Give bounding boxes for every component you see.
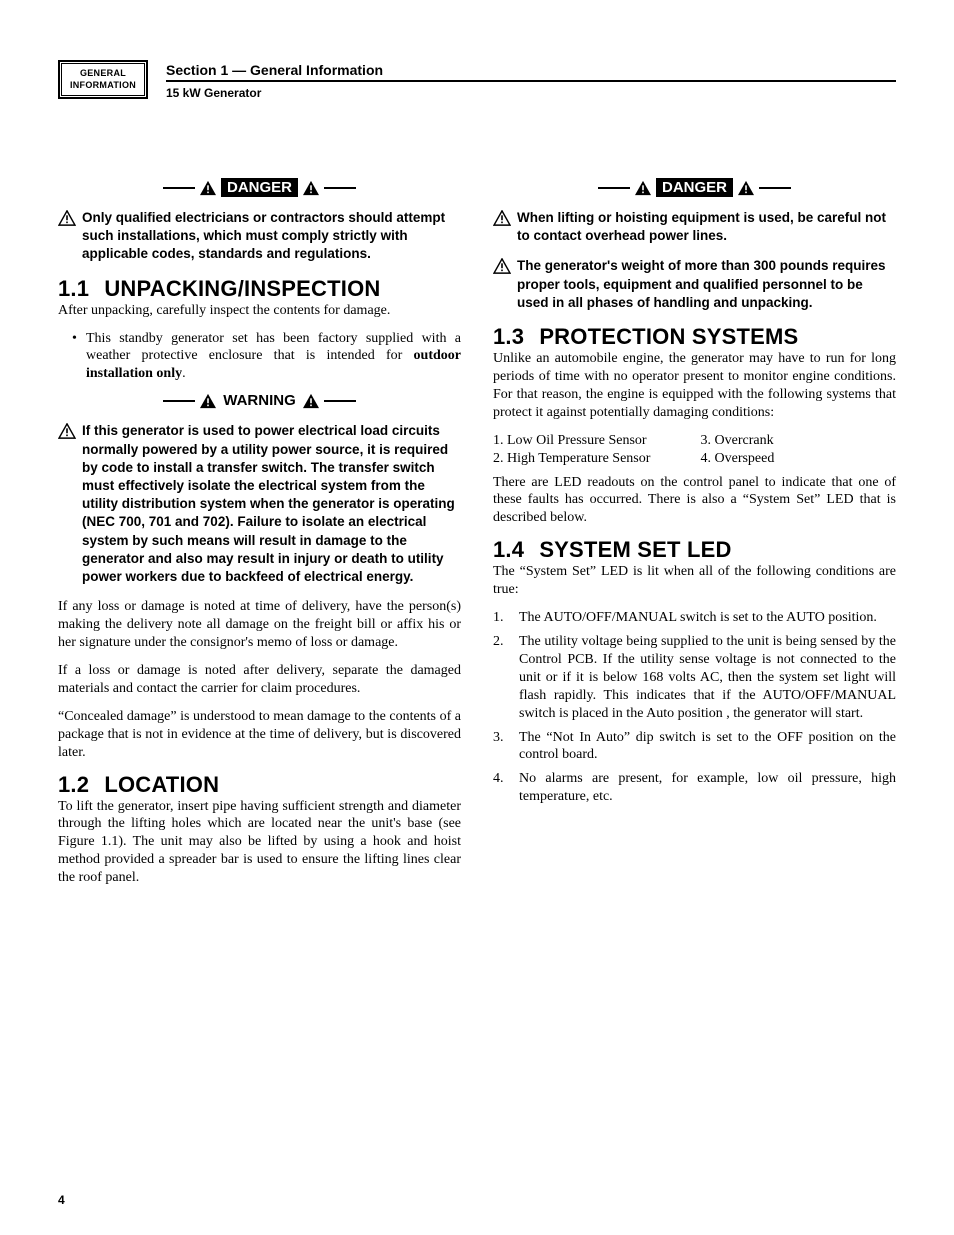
body-paragraph: To lift the generator, insert pipe havin…	[58, 798, 461, 888]
subtitle: 15 kW Generator	[166, 86, 896, 100]
right-column: DANGER When lifting or hoisting equipmen…	[493, 170, 896, 897]
section-1-1-heading: 1.1 UNPACKING/INSPECTION	[58, 276, 461, 302]
danger-text: The generator's weight of more than 300 …	[517, 257, 896, 312]
warning-triangle-icon	[493, 210, 511, 226]
sensor-list: 1. Low Oil Pressure Sensor 3. Overcrank …	[493, 432, 896, 468]
warning-triangle-icon	[493, 258, 511, 274]
list-item: 4.No alarms are present, for example, lo…	[493, 770, 896, 806]
sensor-item: 4. Overspeed	[701, 450, 897, 468]
warning-triangle-icon	[58, 423, 76, 439]
warning-triangle-icon	[199, 393, 217, 409]
danger-bar: DANGER	[493, 178, 896, 197]
body-paragraph: There are LED readouts on the control pa…	[493, 474, 896, 528]
left-column: DANGER Only qualified electricians or co…	[58, 170, 461, 897]
warning-triangle-icon	[58, 210, 76, 226]
list-item: 2.The utility voltage being supplied to …	[493, 633, 896, 723]
danger-label: DANGER	[656, 178, 733, 197]
list-item-text: The AUTO/OFF/MANUAL switch is set to the…	[519, 610, 877, 625]
heading-number: 1.4	[493, 537, 533, 563]
body-paragraph: The “System Set” LED is lit when all of …	[493, 563, 896, 599]
body-paragraph: Unlike an automobile engine, the generat…	[493, 350, 896, 422]
heading-title: PROTECTION SYSTEMS	[539, 324, 798, 349]
list-item-text: The “Not In Auto” dip switch is set to t…	[519, 730, 896, 763]
body-paragraph: After unpacking, carefully inspect the c…	[58, 302, 461, 320]
heading-title: SYSTEM SET LED	[539, 537, 731, 562]
list-item-text: No alarms are present, for example, low …	[519, 771, 896, 804]
warning-triangle-icon	[302, 180, 320, 196]
sensor-item: 2. High Temperature Sensor	[493, 450, 689, 468]
warning-triangle-icon	[634, 180, 652, 196]
sensor-item: 1. Low Oil Pressure Sensor	[493, 432, 689, 450]
section-1-3-heading: 1.3 PROTECTION SYSTEMS	[493, 324, 896, 350]
warning-bar: WARNING	[58, 391, 461, 410]
heading-title: UNPACKING/INSPECTION	[104, 276, 380, 301]
list-item: 1.The AUTO/OFF/MANUAL switch is set to t…	[493, 609, 896, 627]
danger-text: When lifting or hoisting equipment is us…	[517, 209, 896, 245]
header-titles: Section 1 — General Information 15 kW Ge…	[166, 60, 896, 100]
danger-bar: DANGER	[58, 178, 461, 197]
section-1-2-heading: 1.2 LOCATION	[58, 772, 461, 798]
sensor-item: 3. Overcrank	[701, 432, 897, 450]
bullet-text-post: .	[182, 366, 186, 381]
badge-line2: INFORMATION	[70, 80, 136, 90]
body-paragraph: If any loss or damage is noted at time o…	[58, 598, 461, 652]
list-item-text: The utility voltage being supplied to th…	[519, 634, 896, 721]
bullet-text-pre: This standby generator set has been fact…	[86, 331, 461, 364]
badge-line1: GENERAL	[80, 68, 126, 78]
bullet-list: This standby generator set has been fact…	[58, 330, 461, 384]
danger-label: DANGER	[221, 178, 298, 197]
warning-triangle-icon	[302, 393, 320, 409]
content-columns: DANGER Only qualified electricians or co…	[58, 170, 896, 897]
warning-text: If this generator is used to power elect…	[82, 422, 461, 586]
page-header: GENERAL INFORMATION Section 1 — General …	[58, 60, 896, 100]
section-badge: GENERAL INFORMATION	[58, 60, 148, 99]
body-paragraph: If a loss or damage is noted after deliv…	[58, 662, 461, 698]
warning-triangle-icon	[737, 180, 755, 196]
heading-number: 1.2	[58, 772, 98, 798]
warning-alert: If this generator is used to power elect…	[58, 422, 461, 586]
section-1-4-heading: 1.4 SYSTEM SET LED	[493, 537, 896, 563]
section-title: Section 1 — General Information	[166, 62, 896, 82]
danger-alert: The generator's weight of more than 300 …	[493, 257, 896, 312]
numbered-list: 1.The AUTO/OFF/MANUAL switch is set to t…	[493, 609, 896, 806]
list-item: 3.The “Not In Auto” dip switch is set to…	[493, 729, 896, 765]
heading-title: LOCATION	[104, 772, 219, 797]
heading-number: 1.1	[58, 276, 98, 302]
warning-triangle-icon	[199, 180, 217, 196]
danger-alert: When lifting or hoisting equipment is us…	[493, 209, 896, 245]
danger-alert: Only qualified electricians or contracto…	[58, 209, 461, 264]
page-number: 4	[58, 1193, 65, 1207]
warning-label: WARNING	[221, 391, 298, 410]
heading-number: 1.3	[493, 324, 533, 350]
danger-text: Only qualified electricians or contracto…	[82, 209, 461, 264]
bullet-item: This standby generator set has been fact…	[72, 330, 461, 384]
body-paragraph: “Concealed damage” is understood to mean…	[58, 708, 461, 762]
